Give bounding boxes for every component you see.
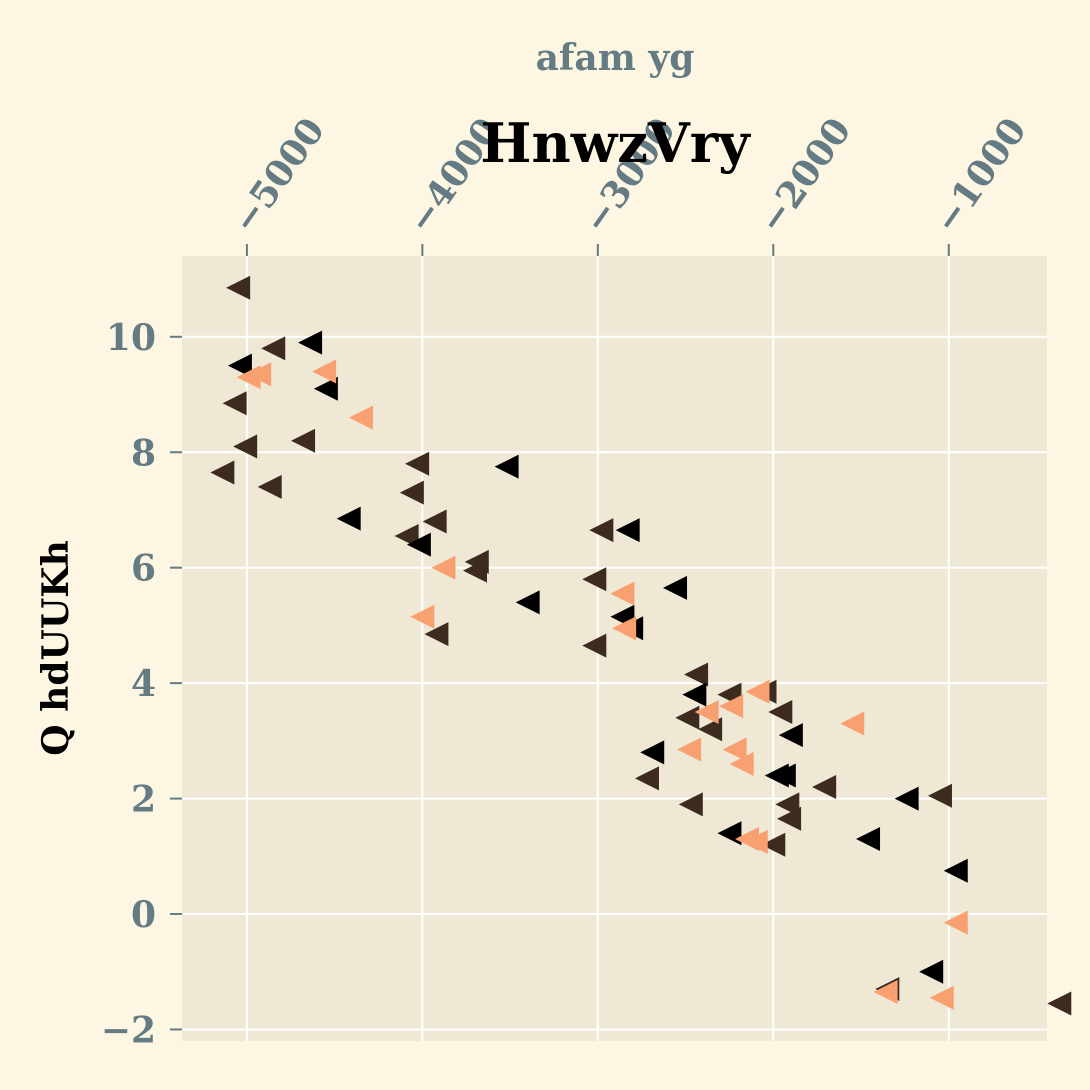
data-point [929, 985, 954, 1010]
data-point [722, 737, 747, 762]
data-point [589, 518, 614, 543]
data-point [873, 979, 898, 1004]
data-point [582, 633, 607, 658]
data-point [247, 362, 272, 387]
data-point [717, 821, 742, 846]
data-point [640, 740, 665, 765]
data-point [894, 786, 919, 811]
data-point [431, 555, 456, 580]
data-point [410, 604, 435, 629]
data-point [698, 717, 723, 742]
data-point [291, 428, 316, 453]
data-point [745, 679, 770, 704]
data-point [463, 558, 488, 583]
data-point [582, 567, 607, 592]
data-point [678, 792, 703, 817]
data-point [348, 405, 373, 430]
data-point [663, 575, 688, 600]
data-point [612, 616, 637, 641]
data-point [682, 682, 707, 707]
data-point [1047, 991, 1072, 1016]
data-point [227, 353, 252, 378]
data-points [210, 275, 1072, 1016]
plot-area [182, 256, 1047, 1041]
data-point [778, 723, 803, 748]
y-tick-label: 10 [106, 317, 156, 359]
data-point [775, 792, 800, 817]
y-tick-label: 6 [131, 548, 156, 590]
data-point [515, 590, 540, 615]
data-point [812, 775, 837, 800]
data-point [399, 480, 424, 505]
data-point [719, 694, 744, 719]
data-point [424, 622, 449, 647]
data-point [919, 959, 944, 984]
data-point [615, 518, 640, 543]
x-axis-label: afam yg [536, 37, 695, 79]
y-tick-label: 8 [131, 432, 156, 474]
data-point [729, 751, 754, 776]
data-point [422, 509, 447, 534]
data-point [226, 275, 251, 300]
data-point [777, 806, 802, 831]
data-point [261, 336, 286, 361]
data-point [257, 474, 282, 499]
y-tick-label: 4 [131, 663, 156, 705]
data-point [743, 829, 768, 854]
data-point [943, 858, 968, 883]
data-point [312, 359, 337, 384]
data-point [494, 454, 519, 479]
y-tick-label: 0 [131, 894, 156, 936]
y-tick-label: 2 [131, 779, 156, 821]
data-point [840, 711, 865, 736]
data-point [768, 699, 793, 724]
data-point [764, 763, 789, 788]
data-point [675, 705, 700, 730]
y-axis-label: Q hdUUKh [35, 540, 77, 756]
chart-title: HnwzVry [480, 111, 751, 175]
data-point [406, 532, 431, 557]
data-point [210, 460, 235, 485]
data-point [943, 910, 968, 935]
data-point [761, 832, 786, 857]
data-point [233, 434, 258, 459]
data-point [927, 783, 952, 808]
y-tick-label: −2 [101, 1009, 156, 1051]
data-point [634, 766, 659, 791]
data-point [694, 699, 719, 724]
data-point [222, 391, 247, 416]
data-point [313, 376, 338, 401]
data-point [298, 330, 323, 355]
data-point [610, 581, 635, 606]
data-point [336, 506, 361, 531]
data-point [856, 826, 881, 851]
data-point [677, 737, 702, 762]
data-point [684, 662, 709, 687]
data-point [405, 451, 430, 476]
